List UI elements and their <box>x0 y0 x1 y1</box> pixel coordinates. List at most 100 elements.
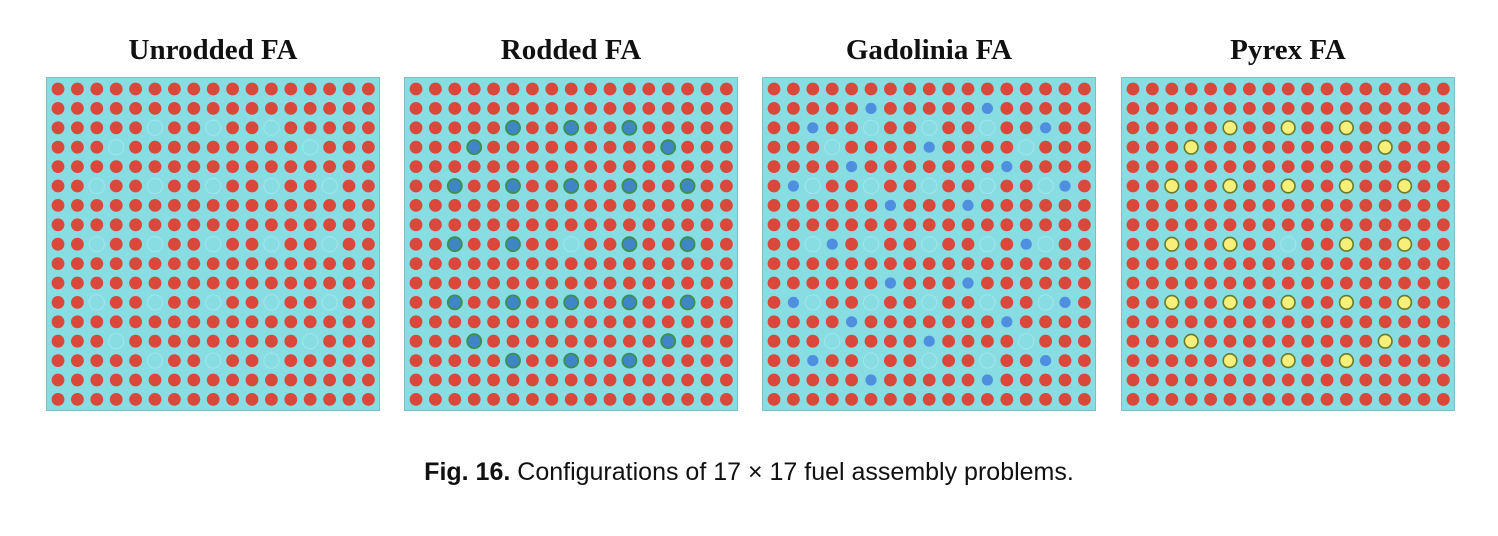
panel-title: Gadolinia FA <box>762 34 1096 67</box>
fuel-pin <box>526 335 539 348</box>
fuel-pin <box>1437 160 1450 173</box>
fuel-pin <box>168 354 181 367</box>
fuel-pin <box>226 141 239 154</box>
fuel-pin <box>545 199 558 212</box>
fuel-pin <box>1418 296 1431 309</box>
fuel-pin <box>323 277 336 290</box>
fuel-pin <box>720 374 733 387</box>
fuel-pin <box>604 257 617 270</box>
fuel-pin <box>768 141 781 154</box>
fuel-pin <box>1020 315 1033 328</box>
fuel-pin <box>52 354 65 367</box>
fuel-pin <box>410 393 423 406</box>
guide-tube <box>206 120 221 135</box>
fuel-pin <box>1437 121 1450 134</box>
fuel-pin <box>826 393 839 406</box>
fuel-pin <box>487 102 500 115</box>
fuel-pin <box>1301 296 1314 309</box>
fuel-pin <box>129 141 142 154</box>
fuel-pin <box>845 121 858 134</box>
fuel-pin <box>429 238 442 251</box>
fuel-pin <box>701 277 714 290</box>
fuel-pin <box>207 141 220 154</box>
fuel-pin <box>448 121 461 134</box>
fuel-pin <box>642 335 655 348</box>
fuel-pin <box>1000 296 1013 309</box>
pyrex-rod-pin <box>1340 179 1354 193</box>
fuel-pin <box>110 277 123 290</box>
fuel-pin <box>1185 296 1198 309</box>
fuel-pin <box>362 141 375 154</box>
fuel-pin <box>429 102 442 115</box>
fuel-pin <box>565 102 578 115</box>
gadolinia-pin <box>846 161 857 172</box>
fuel-pin <box>265 277 278 290</box>
fuel-pin <box>1165 277 1178 290</box>
fuel-pin <box>129 83 142 96</box>
fuel-pin <box>168 393 181 406</box>
fuel-pin <box>343 393 356 406</box>
fuel-pin <box>187 83 200 96</box>
fuel-pin <box>1418 121 1431 134</box>
fuel-pin <box>1437 83 1450 96</box>
fuel-pin <box>1262 83 1275 96</box>
fuel-pin <box>129 315 142 328</box>
fuel-pin <box>1398 257 1411 270</box>
fuel-pin <box>90 218 103 231</box>
fuel-pin <box>71 354 84 367</box>
fuel-pin <box>1127 83 1140 96</box>
fuel-pin <box>1020 257 1033 270</box>
fuel-pin <box>962 257 975 270</box>
fuel-pin <box>1321 296 1334 309</box>
fuel-pin <box>129 238 142 251</box>
fuel-pin <box>681 83 694 96</box>
fuel-pin <box>701 160 714 173</box>
fuel-pin <box>362 180 375 193</box>
fuel-pin <box>545 121 558 134</box>
guide-tube <box>206 237 221 252</box>
fuel-pin <box>1262 374 1275 387</box>
fuel-pin <box>1321 141 1334 154</box>
fuel-pin <box>226 393 239 406</box>
fuel-pin <box>410 374 423 387</box>
fuel-pin <box>1398 102 1411 115</box>
fuel-pin <box>1301 335 1314 348</box>
guide-tube <box>303 334 318 349</box>
fuel-pin <box>487 257 500 270</box>
fuel-pin <box>71 238 84 251</box>
fuel-pin <box>768 354 781 367</box>
fuel-pin <box>1359 160 1372 173</box>
fuel-pin <box>1359 296 1372 309</box>
fuel-pin <box>962 374 975 387</box>
fuel-pin <box>304 393 317 406</box>
pyrex-rod-pin <box>1223 237 1237 251</box>
fuel-pin <box>1243 296 1256 309</box>
fuel-pin <box>1059 83 1072 96</box>
fuel-pin <box>1282 199 1295 212</box>
fuel-pin <box>1127 238 1140 251</box>
fuel-pin <box>1185 121 1198 134</box>
fuel-pin <box>826 315 839 328</box>
fuel-pin <box>1379 257 1392 270</box>
fuel-pin <box>1398 335 1411 348</box>
fuel-pin <box>429 374 442 387</box>
fuel-pin <box>429 141 442 154</box>
fuel-pin <box>826 180 839 193</box>
fuel-pin <box>1340 141 1353 154</box>
fuel-pin <box>1262 121 1275 134</box>
fuel-pin <box>681 257 694 270</box>
gadolinia-pin <box>1059 180 1070 191</box>
fuel-pin <box>787 354 800 367</box>
fuel-pin <box>806 277 819 290</box>
fuel-pin <box>884 83 897 96</box>
fuel-pin <box>981 257 994 270</box>
fuel-pin <box>604 141 617 154</box>
fuel-pin <box>129 199 142 212</box>
fuel-pin <box>168 83 181 96</box>
fuel-pin <box>362 315 375 328</box>
fuel-pin <box>1282 335 1295 348</box>
fuel-pin <box>410 257 423 270</box>
fuel-pin <box>362 160 375 173</box>
fuel-pin <box>187 141 200 154</box>
fuel-pin <box>149 393 162 406</box>
